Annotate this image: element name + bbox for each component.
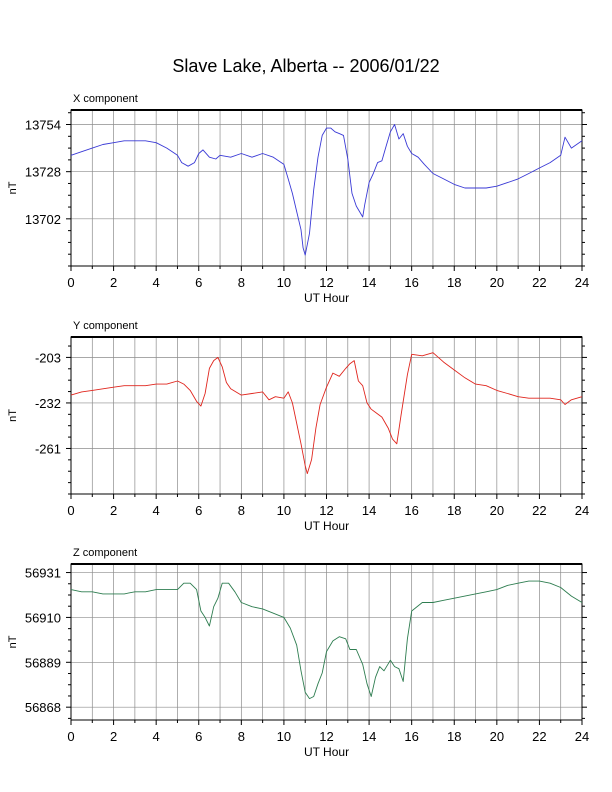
- x-tick-label: 14: [362, 275, 376, 290]
- panel-label: Z component: [73, 547, 137, 559]
- x-tick-label: 8: [238, 503, 245, 518]
- y-tick-label: 13754: [25, 118, 61, 133]
- x-tick-label: 14: [362, 503, 376, 518]
- x-tick-label: 18: [447, 729, 461, 744]
- x-tick-label: 18: [447, 275, 461, 290]
- x-tick-label: 0: [67, 729, 74, 744]
- panel-label: X component: [73, 93, 138, 105]
- x-tick-label: 12: [319, 729, 333, 744]
- y-tick-label: 56931: [25, 566, 61, 581]
- x-tick-label: 22: [532, 729, 546, 744]
- x-axis-label: UT Hour: [304, 745, 349, 759]
- x-tick-label: 24: [575, 275, 589, 290]
- x-tick-label: 6: [195, 275, 202, 290]
- y-tick-label: -203: [35, 350, 61, 365]
- x-tick-label: 2: [110, 729, 117, 744]
- x-tick-label: 24: [575, 503, 589, 518]
- x-tick-label: 14: [362, 729, 376, 744]
- x-tick-label: 4: [153, 275, 160, 290]
- series-line-x: [70, 124, 583, 256]
- page-title: Slave Lake, Alberta -- 2006/01/22: [172, 56, 440, 76]
- x-tick-label: 20: [490, 729, 504, 744]
- series-line-z: [70, 580, 583, 700]
- panel-label: Y component: [73, 320, 138, 332]
- x-tick-label: 0: [67, 275, 74, 290]
- y-axis-label: nT: [7, 181, 19, 194]
- x-tick-label: 10: [277, 275, 291, 290]
- y-tick-label: 56889: [25, 655, 61, 670]
- y-tick-label: -232: [35, 396, 61, 411]
- x-axis-label: UT Hour: [304, 519, 349, 533]
- series-line-y: [70, 352, 583, 475]
- x-tick-label: 10: [277, 729, 291, 744]
- x-tick-label: 6: [195, 503, 202, 518]
- y-axis-label: nT: [7, 409, 19, 422]
- x-tick-label: 16: [404, 729, 418, 744]
- x-tick-label: 8: [238, 729, 245, 744]
- y-tick-label: -261: [35, 441, 61, 456]
- x-tick-label: 0: [67, 503, 74, 518]
- y-tick-label: 56868: [25, 700, 61, 715]
- x-tick-label: 10: [277, 503, 291, 518]
- y-tick-label: 56910: [25, 610, 61, 625]
- x-tick-label: 2: [110, 503, 117, 518]
- x-tick-label: 20: [490, 275, 504, 290]
- x-axis-label: UT Hour: [304, 291, 349, 305]
- x-tick-label: 16: [404, 503, 418, 518]
- x-tick-label: 8: [238, 275, 245, 290]
- x-tick-label: 2: [110, 275, 117, 290]
- x-tick-label: 18: [447, 503, 461, 518]
- x-tick-label: 12: [319, 503, 333, 518]
- x-tick-label: 22: [532, 503, 546, 518]
- x-tick-label: 24: [575, 729, 589, 744]
- y-axis-label: nT: [7, 635, 19, 648]
- x-tick-label: 20: [490, 503, 504, 518]
- x-tick-label: 12: [319, 275, 333, 290]
- y-tick-label: 13728: [25, 165, 61, 180]
- y-tick-label: 13702: [25, 212, 61, 227]
- x-tick-label: 22: [532, 275, 546, 290]
- x-tick-label: 16: [404, 275, 418, 290]
- x-tick-label: 6: [195, 729, 202, 744]
- x-tick-label: 4: [153, 729, 160, 744]
- x-tick-label: 4: [153, 503, 160, 518]
